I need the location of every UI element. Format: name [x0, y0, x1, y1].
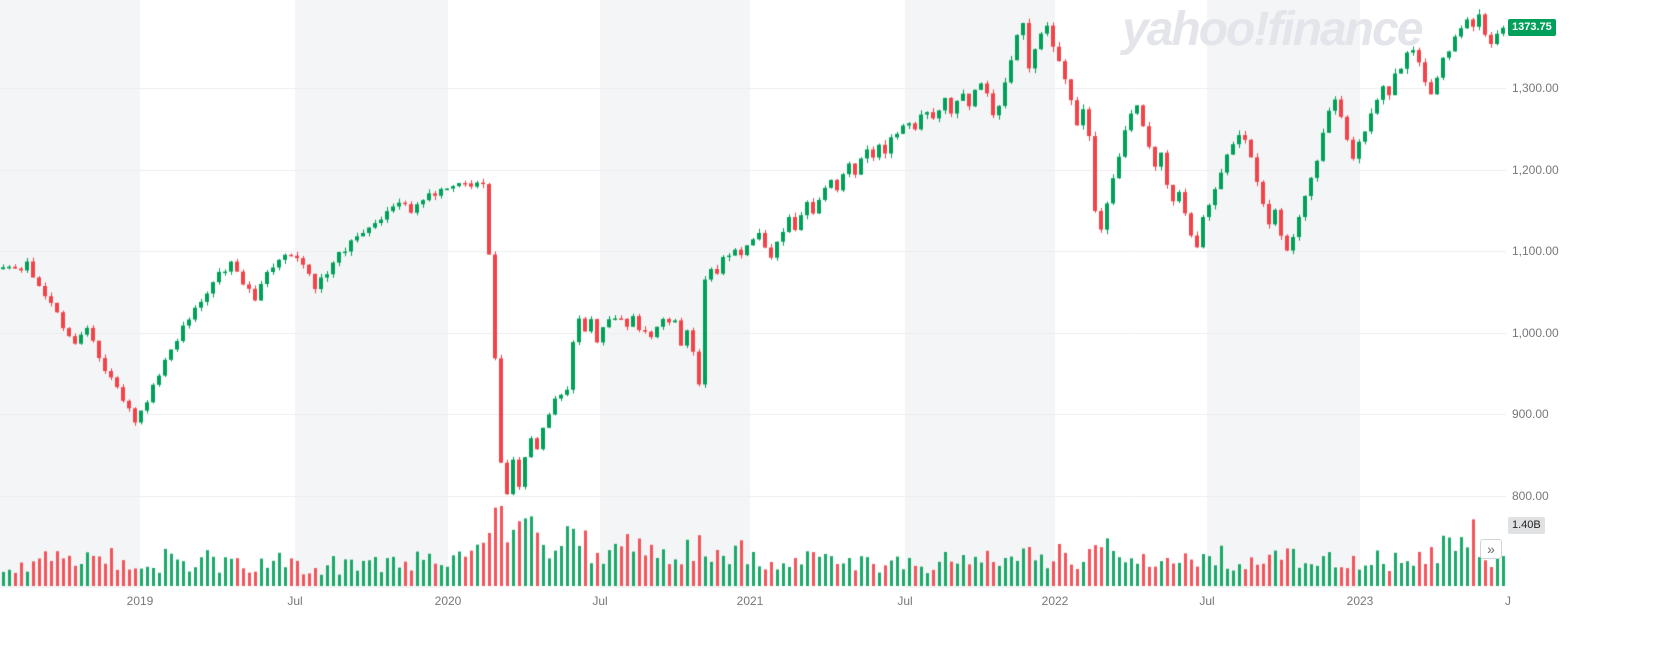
volume-badge: 1.40B — [1508, 517, 1545, 534]
last-price-badge: 1373.75 — [1508, 18, 1556, 36]
expand-chevrons-button[interactable]: » — [1480, 539, 1502, 559]
double-chevron-right-icon: » — [1487, 541, 1495, 557]
